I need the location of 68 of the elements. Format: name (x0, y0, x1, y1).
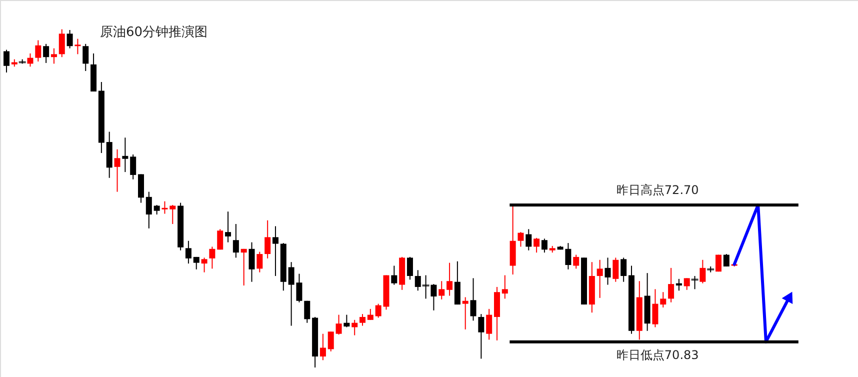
candlestick (248, 242, 255, 282)
candlestick (304, 300, 310, 324)
candlestick (541, 238, 548, 254)
candlestick (454, 260, 460, 306)
candlestick (391, 265, 398, 286)
candlestick (154, 204, 160, 215)
candlestick (438, 280, 445, 300)
candlestick (264, 220, 271, 259)
candlestick (700, 259, 706, 284)
candlestick (620, 257, 627, 282)
candlestick (122, 137, 128, 173)
candlestick (50, 48, 57, 64)
candlestick (723, 254, 730, 267)
candlestick (27, 52, 34, 68)
candlestick (35, 40, 42, 62)
candlestick (146, 191, 152, 229)
candlestick (201, 257, 208, 273)
candlestick (596, 259, 603, 298)
candlestick (502, 274, 508, 300)
candlestick (130, 154, 136, 180)
candlestick (256, 251, 263, 273)
candlestick (82, 43, 89, 72)
candlestick (367, 308, 374, 320)
candlestick (162, 200, 168, 214)
candlestick (684, 278, 690, 290)
candlestick (652, 288, 658, 328)
candlestick (660, 292, 666, 308)
candlestick (240, 248, 247, 286)
candlestick (185, 240, 192, 264)
ref-line-label: 昨日低点70.83 (616, 348, 699, 362)
text: 原油60分钟推演图 (100, 25, 208, 40)
candlestick (676, 278, 682, 292)
candlestick (43, 43, 50, 64)
candlestick (328, 331, 334, 352)
candlestick (225, 211, 232, 243)
ref-line-label: 昨日高点72.70 (616, 182, 699, 197)
candlestick (320, 333, 326, 361)
candlestick (272, 226, 278, 276)
candlestick (462, 296, 468, 330)
candlestick (526, 228, 532, 251)
candlestick (612, 257, 619, 282)
candlestick (209, 246, 216, 270)
candlestick (193, 256, 200, 270)
candlestick (406, 256, 413, 280)
candlestick (716, 254, 722, 272)
candlestick (518, 232, 524, 248)
candlestick (138, 174, 144, 204)
candlestick (58, 28, 65, 58)
candlestick (534, 237, 540, 254)
candlestick (470, 278, 476, 322)
candlestick (352, 319, 358, 336)
candlestick (360, 314, 366, 326)
candlestick (604, 257, 611, 286)
candlestick (668, 267, 674, 303)
candlestick (486, 308, 492, 340)
candlestick (446, 262, 453, 296)
candlestick (66, 30, 73, 49)
candlestick (4, 49, 10, 73)
candlestick (344, 314, 350, 328)
candlestick (217, 228, 224, 250)
candlestick (74, 38, 81, 55)
candlestick (691, 275, 698, 290)
candlestick (232, 224, 239, 258)
candlestick (336, 314, 342, 336)
candlestick (170, 204, 176, 225)
candlestick (573, 254, 580, 270)
candlestick (114, 148, 120, 192)
candlestick (478, 314, 484, 360)
